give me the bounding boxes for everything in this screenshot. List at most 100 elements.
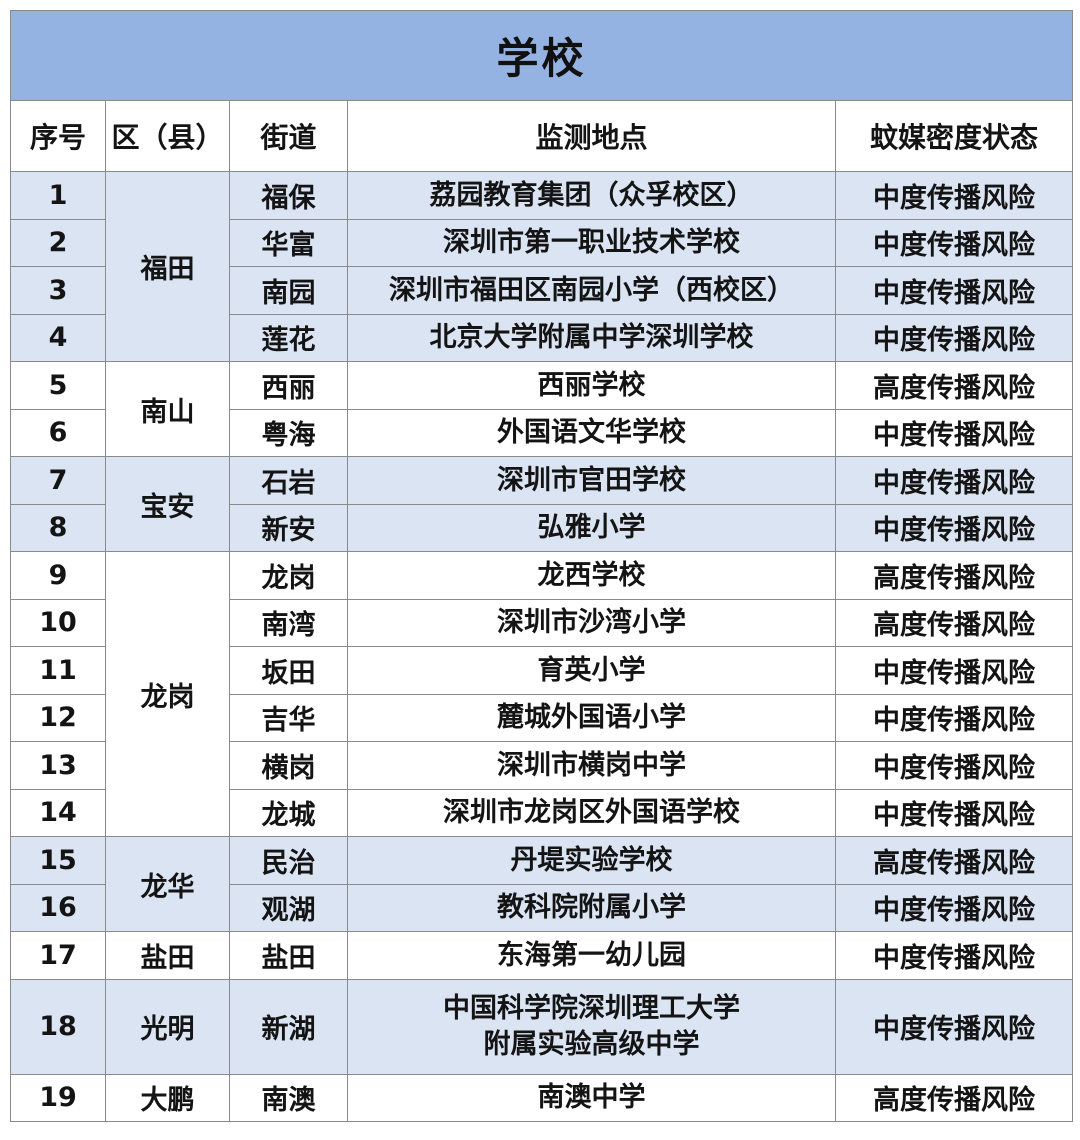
- district-cell: 福田: [105, 171, 230, 362]
- district-cell: 盐田: [105, 931, 230, 980]
- table-row: 8 新安 弘雅小学 中度传播风险: [10, 503, 1073, 552]
- table-row: 13 横岗 深圳市横岗中学 中度传播风险: [10, 741, 1073, 790]
- table-row: 12 吉华 麓城外国语小学 中度传播风险: [10, 693, 1073, 742]
- table-row: 19 大鹏 南澳 南澳中学 高度传播风险: [10, 1073, 1073, 1122]
- table-row: 14 龙城 深圳市龙岗区外国语学校 中度传播风险: [10, 788, 1073, 837]
- status-cell: 中度传播风险: [835, 266, 1073, 315]
- col-header-site: 监测地点: [347, 100, 836, 172]
- status-cell: 中度传播风险: [835, 456, 1073, 505]
- index-cell: 15: [10, 836, 106, 885]
- site-cell: 深圳市官田学校: [347, 456, 836, 505]
- status-cell: 中度传播风险: [835, 646, 1073, 695]
- status-cell: 高度传播风险: [835, 551, 1073, 600]
- index-cell: 13: [10, 741, 106, 790]
- index-cell: 2: [10, 218, 106, 267]
- site-cell: 荔园教育集团（众孚校区）: [347, 171, 836, 220]
- status-cell: 中度传播风险: [835, 313, 1073, 362]
- street-cell: 盐田: [229, 931, 348, 980]
- col-header-district: 区（县）: [105, 100, 230, 172]
- status-cell: 中度传播风险: [835, 171, 1073, 220]
- col-header-status: 蚊媒密度状态: [835, 100, 1073, 172]
- street-cell: 新安: [229, 503, 348, 552]
- street-cell: 观湖: [229, 883, 348, 932]
- site-cell: 丹堤实验学校: [347, 836, 836, 885]
- index-cell: 17: [10, 931, 106, 980]
- street-cell: 横岗: [229, 741, 348, 790]
- table-row: 5 南山 西丽 西丽学校 高度传播风险: [10, 361, 1073, 457]
- index-cell: 19: [10, 1073, 106, 1122]
- street-cell: 龙城: [229, 788, 348, 837]
- site-cell: 外国语文华学校: [347, 408, 836, 457]
- site-cell: 龙西学校: [347, 551, 836, 600]
- site-cell: 麓城外国语小学: [347, 693, 836, 742]
- index-cell: 8: [10, 503, 106, 552]
- street-cell: 西丽: [229, 361, 348, 410]
- street-cell: 华富: [229, 218, 348, 267]
- street-cell: 南湾: [229, 598, 348, 647]
- col-header-index: 序号: [10, 100, 106, 172]
- table-row: 3 南园 深圳市福田区南园小学（西校区） 中度传播风险: [10, 266, 1073, 315]
- status-cell: 中度传播风险: [835, 408, 1073, 457]
- status-cell: 高度传播风险: [835, 361, 1073, 410]
- status-cell: 中度传播风险: [835, 218, 1073, 267]
- site-cell: 东海第一幼儿园: [347, 931, 836, 980]
- index-cell: 18: [10, 978, 106, 1075]
- table-row: 11 坂田 育英小学 中度传播风险: [10, 646, 1073, 695]
- site-cell: 深圳市龙岗区外国语学校: [347, 788, 836, 837]
- table-row: 18 光明 新湖 中国科学院深圳理工大学 附属实验高级中学 中度传播风险: [10, 978, 1073, 1075]
- title-row: 学校: [10, 10, 1073, 101]
- site-cell: 南澳中学: [347, 1073, 836, 1122]
- site-cell: 西丽学校: [347, 361, 836, 410]
- table-row: 10 南湾 深圳市沙湾小学 高度传播风险: [10, 598, 1073, 647]
- street-cell: 龙岗: [229, 551, 348, 600]
- street-cell: 民治: [229, 836, 348, 885]
- status-cell: 中度传播风险: [835, 978, 1073, 1075]
- table-row: 1 福田 福保 荔园教育集团（众孚校区） 中度传播风险: [10, 171, 1073, 362]
- status-cell: 中度传播风险: [835, 741, 1073, 790]
- index-cell: 11: [10, 646, 106, 695]
- street-cell: 新湖: [229, 978, 348, 1075]
- site-cell: 深圳市第一职业技术学校: [347, 218, 836, 267]
- table-row: 2 华富 深圳市第一职业技术学校 中度传播风险: [10, 218, 1073, 267]
- street-cell: 粤海: [229, 408, 348, 457]
- table-row: 15 龙华 民治 丹堤实验学校 高度传播风险: [10, 836, 1073, 932]
- table-row: 16 观湖 教科院附属小学 中度传播风险: [10, 883, 1073, 932]
- site-cell: 深圳市沙湾小学: [347, 598, 836, 647]
- street-cell: 福保: [229, 171, 348, 220]
- table-row: 6 粤海 外国语文华学校 中度传播风险: [10, 408, 1073, 457]
- table-title: 学校: [10, 10, 1073, 101]
- district-cell: 南山: [105, 361, 230, 457]
- district-cell: 光明: [105, 978, 230, 1075]
- status-cell: 中度传播风险: [835, 503, 1073, 552]
- street-cell: 莲花: [229, 313, 348, 362]
- site-cell: 北京大学附属中学深圳学校: [347, 313, 836, 362]
- index-cell: 7: [10, 456, 106, 505]
- status-cell: 高度传播风险: [835, 836, 1073, 885]
- index-cell: 6: [10, 408, 106, 457]
- index-cell: 14: [10, 788, 106, 837]
- index-cell: 5: [10, 361, 106, 410]
- site-cell: 深圳市福田区南园小学（西校区）: [347, 266, 836, 315]
- school-risk-table: 学校 序号 区（县） 街道 监测地点 蚊媒密度状态 1 福田 福保 荔园教育集团（众孚…: [10, 10, 1073, 1122]
- site-cell: 弘雅小学: [347, 503, 836, 552]
- site-cell: 教科院附属小学: [347, 883, 836, 932]
- site-cell: 育英小学: [347, 646, 836, 695]
- status-cell: 中度传播风险: [835, 883, 1073, 932]
- index-cell: 1: [10, 171, 106, 220]
- col-header-street: 街道: [229, 100, 348, 172]
- status-cell: 中度传播风险: [835, 788, 1073, 837]
- street-cell: 坂田: [229, 646, 348, 695]
- index-cell: 10: [10, 598, 106, 647]
- index-cell: 16: [10, 883, 106, 932]
- site-cell: 深圳市横岗中学: [347, 741, 836, 790]
- street-cell: 南澳: [229, 1073, 348, 1122]
- table-body: 1 福田 福保 荔园教育集团（众孚校区） 中度传播风险 2 华富 深圳市第一职业技术学校 中度传…: [10, 171, 1073, 1122]
- index-cell: 3: [10, 266, 106, 315]
- district-cell: 大鹏: [105, 1073, 230, 1122]
- header-row: 序号 区（县） 街道 监测地点 蚊媒密度状态: [10, 100, 1073, 172]
- index-cell: 4: [10, 313, 106, 362]
- index-cell: 9: [10, 551, 106, 600]
- street-cell: 吉华: [229, 693, 348, 742]
- district-cell: 龙华: [105, 836, 230, 932]
